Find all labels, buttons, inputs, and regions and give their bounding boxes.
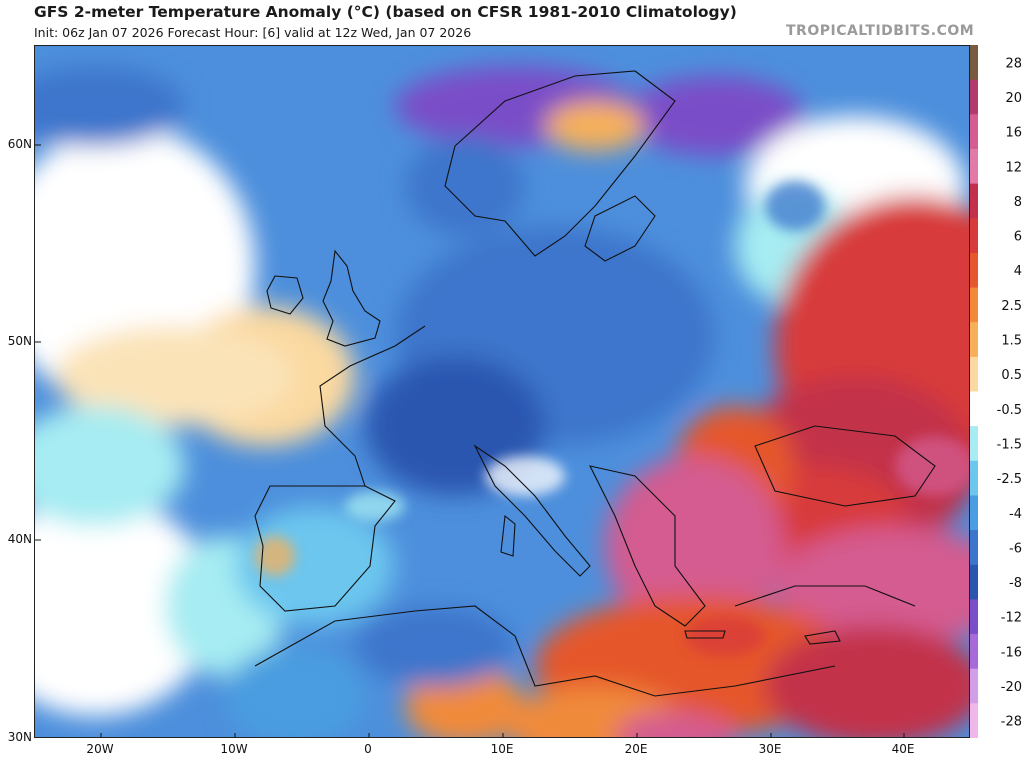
colorbar-scale: 28 20 16 12 8 6 4 2.5 1.5 0.5 -0.5 -1.5 -2.5 -4 -6 -8 -1… <box>970 45 1022 738</box>
colorbar-label: -8 <box>1009 576 1022 591</box>
colorbar-swatch <box>970 391 978 427</box>
colorbar-label: 4 <box>1014 264 1022 279</box>
lat-label-40n: 40N <box>7 532 32 546</box>
colorbar-label: 20 <box>1005 91 1022 106</box>
colorbar-label: -28 <box>1001 715 1022 730</box>
colorbar-swatch <box>970 564 978 600</box>
colorbar-swatch <box>970 114 978 150</box>
map-title: GFS 2-meter Temperature Anomaly (°C) (ba… <box>34 3 737 21</box>
colorbar-swatch <box>970 218 978 254</box>
colorbar-swatch <box>970 426 978 462</box>
colorbar-swatch <box>970 599 978 635</box>
map-subtitle: Init: 06z Jan 07 2026 Forecast Hour: [6]… <box>34 25 472 40</box>
colorbar-swatch <box>970 252 978 289</box>
lon-label-10e: 10E <box>490 742 514 756</box>
colorbar-swatch <box>970 148 978 185</box>
lat-label-30n: 30N <box>7 730 32 744</box>
colorbar-label: -20 <box>1001 680 1022 695</box>
colorbar-swatch <box>970 460 978 496</box>
colorbar-label: 6 <box>1014 230 1022 245</box>
colorbar-label: -0.5 <box>997 403 1022 418</box>
lat-label-60n: 60N <box>7 137 32 151</box>
colorbar-swatch <box>970 634 978 670</box>
colorbar-swatch <box>970 495 978 531</box>
lon-label-20e: 20E <box>624 742 648 756</box>
coastlines <box>254 70 936 697</box>
colorbar-label: 12 <box>1005 160 1022 175</box>
colorbar-swatch <box>970 703 978 738</box>
colorbar-label: 28 <box>1005 56 1022 71</box>
colorbar-swatch <box>970 183 978 219</box>
colorbar-swatch <box>970 79 978 115</box>
lon-label-20w: 20W <box>86 742 114 756</box>
colorbar-swatch <box>970 287 978 323</box>
colorbar-swatch <box>970 530 978 566</box>
lat-label-50n: 50N <box>7 334 32 348</box>
colorbar-swatch <box>970 356 978 392</box>
lon-label-30e: 30E <box>758 742 782 756</box>
lon-label-0: 0 <box>364 742 372 756</box>
colorbar-label: 2.5 <box>1001 299 1022 314</box>
watermark-text: TROPICALTIDBITS.COM <box>786 23 975 39</box>
lon-label-40e: 40E <box>891 742 915 756</box>
colorbar-label: -1.5 <box>997 437 1022 452</box>
colorbar-label: 8 <box>1014 195 1022 210</box>
colorbar-label: -6 <box>1009 541 1022 556</box>
colorbar-label: -2.5 <box>997 472 1022 487</box>
colorbar-label: -16 <box>1001 645 1022 660</box>
colorbar-swatch <box>970 668 978 704</box>
colorbar-label: 0.5 <box>1001 368 1022 383</box>
colorbar-label: -12 <box>1001 611 1022 626</box>
colorbar-label: 16 <box>1005 126 1022 141</box>
colorbar-legend: 28 20 16 12 8 6 4 2.5 1.5 0.5 -0.5 -1.5 -2.5 -4 -6 -8 -1… <box>970 45 1024 738</box>
colorbar-label: -4 <box>1009 507 1022 522</box>
lon-label-10w: 10W <box>220 742 248 756</box>
colorbar-swatch <box>970 322 978 358</box>
colorbar-swatch <box>970 45 978 81</box>
anomaly-field <box>35 46 969 737</box>
colorbar-label: 1.5 <box>1001 334 1022 349</box>
anomaly-map <box>34 45 970 738</box>
